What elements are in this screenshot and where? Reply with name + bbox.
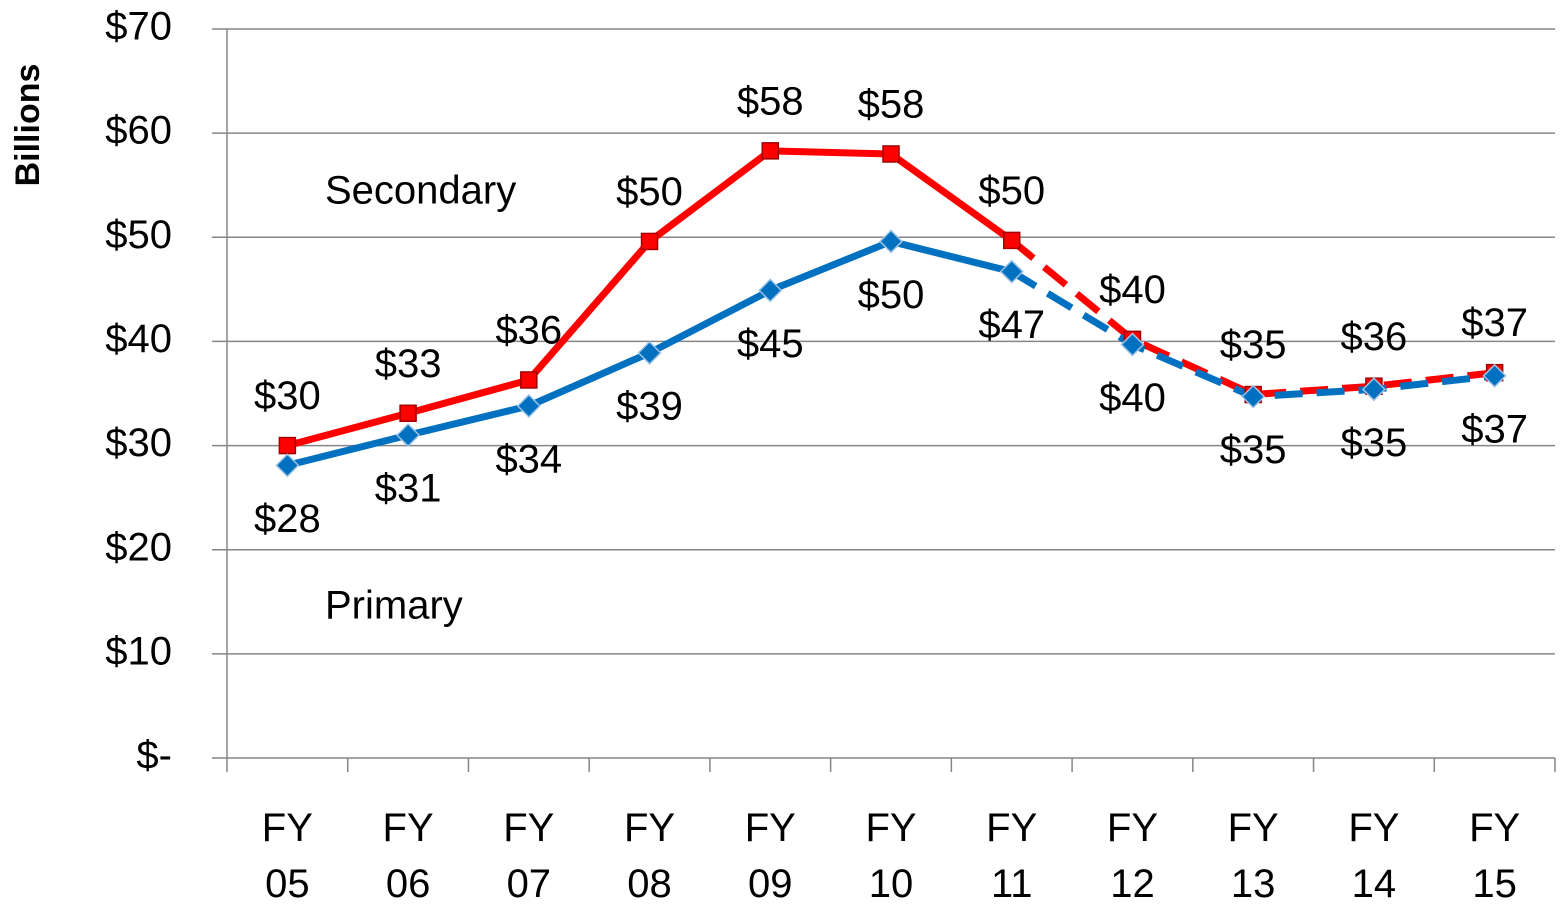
x-tick-label: FY 15 [1469, 806, 1520, 904]
y-tick-label: $50 [105, 213, 172, 257]
series-line [1009, 237, 1496, 399]
data-label: $35 [1220, 323, 1287, 367]
data-label: $35 [1341, 421, 1408, 465]
marker [878, 229, 904, 254]
data-label: $47 [978, 303, 1045, 347]
x-tick-label: FY 09 [745, 806, 796, 904]
marker [882, 145, 900, 163]
marker [1241, 384, 1266, 409]
data-label: $45 [737, 322, 804, 366]
marker [275, 453, 300, 478]
data-label: $39 [616, 384, 683, 428]
y-axis-label: Billions [9, 64, 47, 187]
marker [396, 423, 421, 448]
data-label: $30 [254, 374, 321, 418]
x-tick-label: FY 14 [1348, 806, 1399, 904]
data-label: $36 [495, 309, 562, 353]
marker [399, 404, 417, 423]
x-tick-label: FY 12 [1107, 806, 1158, 904]
x-tick-label: FY 10 [865, 806, 916, 904]
data-label: $50 [858, 273, 925, 317]
data-label: $28 [254, 497, 321, 541]
data-label: $35 [1220, 428, 1287, 472]
x-tick-label: FY 08 [624, 806, 675, 904]
marker [758, 278, 783, 303]
data-label: $58 [858, 83, 925, 127]
marker [1361, 377, 1386, 402]
y-tick-label: $10 [105, 629, 172, 673]
data-label: $37 [1461, 301, 1528, 345]
data-label: $36 [1341, 315, 1408, 359]
x-tick-label: FY 13 [1228, 806, 1279, 904]
y-tick-label: $20 [105, 525, 172, 569]
y-tick-label: $70 [105, 5, 172, 49]
x-tick-label: FY 06 [383, 806, 434, 904]
data-label: $58 [737, 79, 804, 123]
data-label: $50 [616, 170, 683, 214]
data-label: $40 [1099, 376, 1166, 420]
marker [637, 340, 662, 365]
marker [516, 393, 541, 419]
x-tick-label: FY 05 [262, 806, 313, 904]
annotation: Primary [325, 584, 463, 628]
marker [640, 232, 659, 251]
marker [520, 371, 538, 389]
data-label: $34 [495, 438, 562, 482]
y-tick-label: $30 [105, 421, 172, 465]
annotation: Secondary [325, 169, 516, 213]
data-label: $31 [375, 467, 442, 511]
data-label: $50 [978, 169, 1045, 213]
y-tick-label: $60 [105, 109, 172, 153]
data-label: $37 [1461, 407, 1528, 451]
marker [999, 259, 1024, 284]
marker [1482, 363, 1507, 388]
data-label: $33 [375, 342, 442, 386]
x-tick-label: FY 11 [986, 806, 1037, 904]
marker [1120, 332, 1145, 357]
marker [278, 436, 297, 455]
y-tick-label: $- [136, 734, 172, 778]
data-label: $40 [1099, 268, 1166, 312]
marker [761, 142, 780, 160]
marker [1002, 231, 1021, 250]
y-tick-label: $40 [105, 317, 172, 361]
x-tick-label: FY 07 [503, 806, 554, 904]
